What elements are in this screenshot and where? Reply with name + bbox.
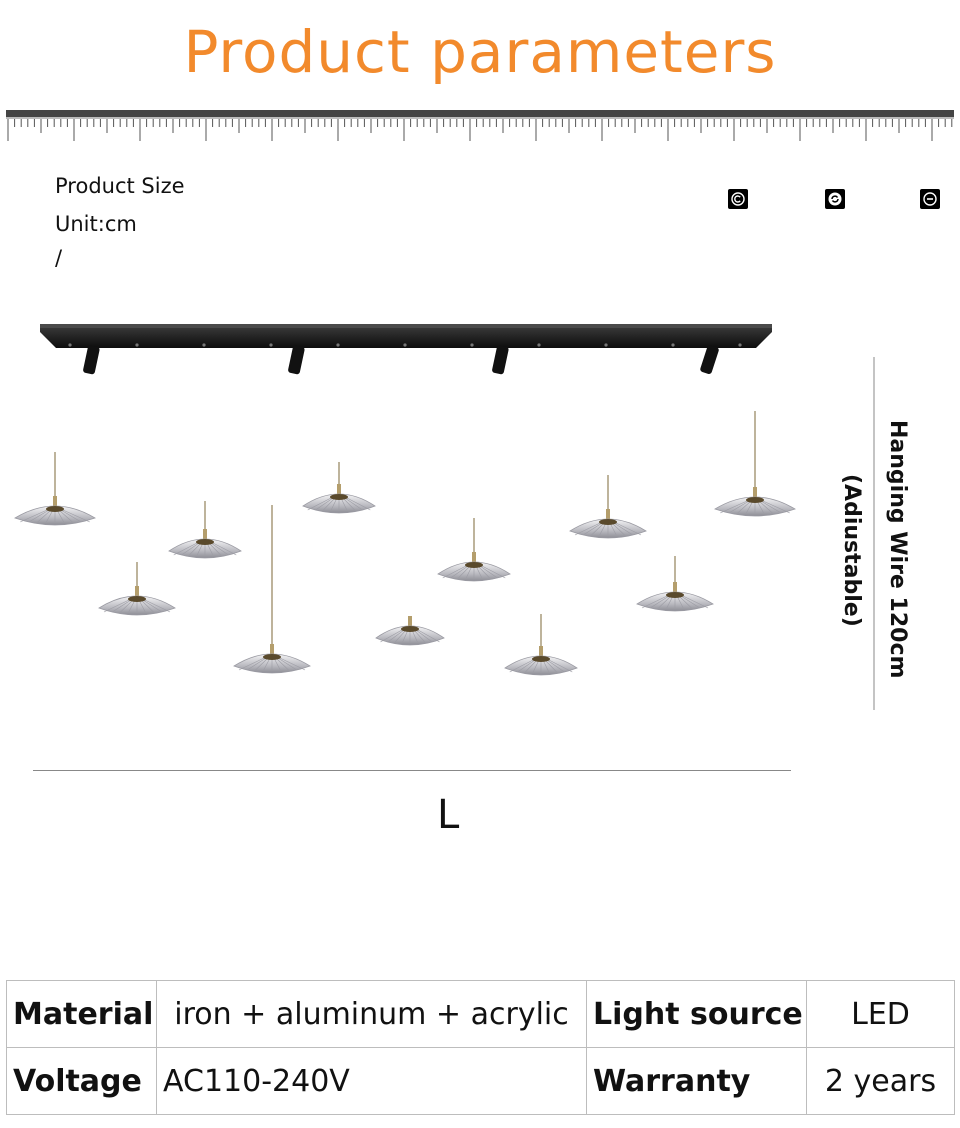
pendant-lamp xyxy=(168,501,242,559)
warranty-label: Warranty xyxy=(586,1047,807,1115)
hanging-wire-label: Hanging Wire 120cm (Adiustable) xyxy=(828,420,918,710)
page-title: Product parameters xyxy=(183,18,777,86)
spotlight xyxy=(288,345,305,375)
pendant-lamp xyxy=(714,411,796,517)
material-value: iron + aluminum + acrylic xyxy=(156,980,587,1048)
separator-slash: / xyxy=(55,246,63,270)
pendant-lamp xyxy=(569,475,647,539)
ceiling-rail xyxy=(40,324,772,348)
warranty-value: 2 years xyxy=(806,1047,955,1115)
voltage-value: AC110-240V xyxy=(156,1047,587,1115)
refresh-icon xyxy=(825,189,845,209)
minus-circle-icon xyxy=(920,189,940,209)
hanging-wire-line2: (Adiustable) xyxy=(839,474,864,627)
pendant-lamp xyxy=(233,505,311,674)
pendant-lamp xyxy=(302,462,376,514)
pendant-lamp xyxy=(375,616,445,646)
copyright-icon xyxy=(728,189,748,209)
chandelier-illustration xyxy=(14,324,796,676)
pendant-lamp xyxy=(437,518,511,582)
voltage-label: Voltage xyxy=(6,1047,157,1115)
pendant-lamp xyxy=(98,562,176,616)
ruler-graphic xyxy=(6,110,954,141)
length-letter: L xyxy=(437,792,460,838)
product-size-heading: Product Size xyxy=(55,174,185,198)
spotlight xyxy=(700,345,719,374)
light-source-label: Light source xyxy=(586,980,807,1048)
light-source-value: LED xyxy=(806,980,955,1048)
hanging-wire-line1: Hanging Wire 120cm xyxy=(885,420,910,679)
spec-table: Material iron + aluminum + acrylic Light… xyxy=(6,980,955,1115)
pendant-lamp xyxy=(14,452,96,526)
material-label: Material xyxy=(6,980,157,1048)
table-row: Voltage AC110-240V Warranty 2 years xyxy=(6,1047,955,1115)
table-row: Material iron + aluminum + acrylic Light… xyxy=(6,980,955,1048)
pendant-lamp xyxy=(504,614,578,676)
spotlight xyxy=(492,345,509,375)
length-dimension-line xyxy=(33,770,791,771)
pendant-lamp xyxy=(636,556,714,612)
unit-label: Unit:cm xyxy=(55,212,137,236)
spotlight xyxy=(83,345,100,375)
